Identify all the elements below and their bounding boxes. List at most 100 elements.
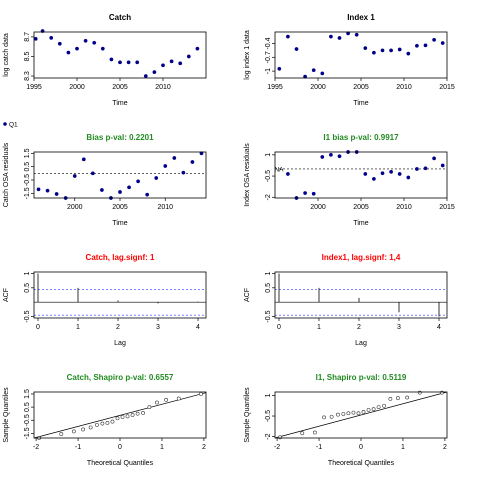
y-tick-label: 0.5 bbox=[265, 283, 272, 293]
data-point bbox=[341, 412, 346, 416]
y-tick-label: -0.4 bbox=[265, 37, 272, 49]
data-point bbox=[195, 46, 200, 51]
data-point bbox=[72, 174, 77, 178]
data-point bbox=[71, 429, 76, 434]
na-annotation: NA bbox=[274, 166, 284, 173]
data-point bbox=[136, 179, 141, 184]
panel-1: Catch 1995 2000 2005 2010 8.3 8.5 8.7 Time log ca… bbox=[3, 13, 207, 129]
x-tick-label: 3 bbox=[156, 324, 160, 331]
data-point bbox=[285, 172, 290, 176]
data-point bbox=[397, 172, 402, 176]
x-tick-label: 2 bbox=[202, 444, 206, 451]
data-point bbox=[417, 390, 422, 395]
panel-8: I1, Shapiro p-val: 0.5119 -2 -1 0 1 2 1 -0.5 -2 T… bbox=[244, 373, 448, 467]
data-point bbox=[81, 427, 85, 432]
x-tick-label: 2005 bbox=[353, 204, 369, 211]
data-point bbox=[75, 46, 79, 51]
data-point bbox=[115, 416, 120, 421]
data-point bbox=[110, 419, 115, 424]
x-axis-label: Theoretical Quantiles bbox=[87, 460, 154, 467]
data-point bbox=[278, 435, 282, 440]
data-point bbox=[312, 430, 317, 435]
y-tick-label: -1 bbox=[265, 68, 272, 74]
x-tick-label: 2000 bbox=[67, 204, 83, 211]
x-tick-label: -2 bbox=[274, 444, 280, 451]
data-point bbox=[81, 157, 86, 162]
data-point bbox=[380, 171, 385, 176]
data-point bbox=[33, 36, 38, 41]
data-point bbox=[371, 407, 376, 412]
x-tick-label: 2015 bbox=[439, 204, 455, 211]
data-point bbox=[36, 187, 41, 192]
x-tick-label: 0 bbox=[118, 444, 122, 451]
data-point bbox=[152, 70, 157, 75]
data-point bbox=[59, 432, 64, 436]
panel-4: I1 bias p-val: 0.9917 2000 2005 2010 2015 1 -0… bbox=[244, 133, 455, 227]
data-point bbox=[155, 400, 159, 405]
data-point bbox=[388, 396, 393, 401]
x-tick-label: 2005 bbox=[112, 84, 128, 91]
x-tick-label: 2010 bbox=[396, 84, 412, 91]
data-point bbox=[371, 176, 376, 181]
y-tick-label: 0.5 bbox=[24, 162, 31, 172]
data-point bbox=[176, 396, 181, 401]
data-point bbox=[328, 152, 333, 157]
panel-title: Catch, Shapiro p-val: 0.6557 bbox=[67, 373, 174, 382]
data-point bbox=[105, 420, 110, 425]
data-point bbox=[127, 185, 131, 190]
data-point bbox=[366, 407, 371, 412]
data-point bbox=[125, 414, 130, 419]
data-point bbox=[320, 155, 325, 159]
data-point bbox=[406, 175, 411, 180]
data-point bbox=[322, 415, 326, 420]
data-point bbox=[371, 50, 376, 55]
x-tick-label: 1 bbox=[317, 324, 321, 331]
data-point bbox=[143, 74, 148, 78]
y-tick-label: 0.5 bbox=[24, 283, 31, 293]
data-point bbox=[294, 47, 299, 51]
y-tick-label: -0.5 bbox=[24, 310, 31, 322]
data-point bbox=[406, 51, 411, 56]
x-tick-label: -1 bbox=[75, 444, 81, 451]
panel-7: Catch, Shapiro p-val: 0.6557 -2 -1 0 1 2 -1.5-… bbox=[3, 373, 207, 467]
data-point bbox=[141, 411, 145, 415]
x-tick-label: 2015 bbox=[439, 84, 455, 91]
data-point bbox=[389, 48, 393, 53]
y-tick-label: 1 bbox=[265, 393, 272, 397]
y-axis-label: ACF bbox=[244, 288, 251, 302]
data-point bbox=[354, 32, 359, 37]
data-point bbox=[45, 188, 50, 193]
x-axis-label: Theoretical Quantiles bbox=[328, 460, 395, 467]
x-tick-label: 2 bbox=[357, 324, 361, 331]
data-point bbox=[135, 60, 140, 65]
data-point bbox=[190, 160, 195, 164]
data-point bbox=[66, 50, 71, 55]
panel-title: Catch bbox=[109, 13, 131, 22]
x-axis-label: Lag bbox=[355, 340, 367, 347]
data-point bbox=[163, 164, 168, 168]
data-point bbox=[380, 48, 385, 53]
data-point bbox=[178, 61, 183, 66]
x-tick-label: 0 bbox=[359, 444, 363, 451]
data-point bbox=[311, 68, 316, 73]
data-point bbox=[92, 40, 97, 45]
data-point bbox=[118, 60, 122, 65]
x-tick-label: 2005 bbox=[353, 84, 369, 91]
x-tick-label: 2010 bbox=[155, 84, 171, 91]
y-axis-label: Sample Quantiles bbox=[244, 387, 251, 443]
y-tick-label: 8.5 bbox=[24, 51, 31, 61]
y-axis-label: log index 1 data bbox=[244, 30, 251, 80]
y-tick-label: -0.5 bbox=[265, 410, 272, 422]
data-point bbox=[382, 403, 386, 408]
panel-3: Bias p-val: 0.2201 2000 2005 2010 -1.5-0.5 0.… bbox=[3, 133, 207, 227]
data-point bbox=[126, 60, 131, 65]
x-tick-label: 2000 bbox=[310, 204, 326, 211]
y-tick-label: -0.5 bbox=[24, 174, 31, 186]
data-point bbox=[95, 422, 99, 427]
panel-title: Index1, lag.signf: 1,4 bbox=[322, 253, 401, 262]
data-point bbox=[109, 57, 114, 62]
data-point bbox=[311, 191, 316, 196]
data-point bbox=[396, 396, 400, 401]
data-point bbox=[328, 34, 333, 39]
